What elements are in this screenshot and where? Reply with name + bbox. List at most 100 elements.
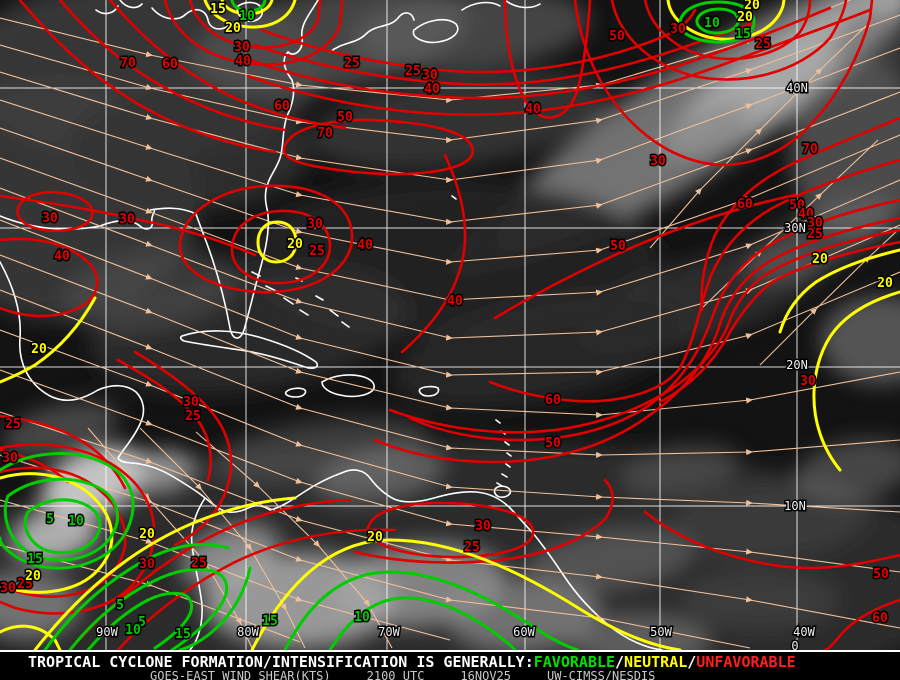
- shear-contour: [0, 466, 127, 598]
- shear-value-label: 20: [744, 0, 760, 13]
- shear-contour-layer: [0, 0, 900, 652]
- shear-contour: [0, 237, 99, 318]
- shear-contour: [610, 0, 848, 81]
- coastline: [461, 1, 501, 11]
- shear-contour: [133, 350, 233, 547]
- shear-contour: [328, 596, 517, 652]
- shear-contour: [778, 248, 900, 334]
- shear-value-label: 15: [262, 614, 278, 629]
- shear-contour: [256, 220, 298, 264]
- shear-contour: [188, 0, 322, 49]
- shear-value-label: 30: [475, 519, 491, 534]
- geo-coordinate-label: 0: [791, 639, 798, 652]
- product-footer: GOES-EAST WIND SHEAR(KTS) 2100 UTC 16NOV…: [150, 669, 655, 680]
- shear-contour: [573, 0, 874, 167]
- shear-value-label: 15: [735, 27, 751, 42]
- banner-favorable: FAVORABLE: [533, 653, 616, 671]
- shear-value-label: 60: [737, 197, 753, 212]
- coastline: [151, 7, 231, 30]
- shear-value-label: 20: [25, 569, 41, 584]
- shear-contour: [58, 0, 287, 132]
- cloud-patch: [680, 570, 840, 630]
- shear-value-label: 50: [610, 239, 626, 254]
- shear-contour: [3, 477, 119, 562]
- shear-value-label: 30: [2, 451, 18, 466]
- shear-value-label: 30: [670, 22, 686, 37]
- shear-value-label: 15: [175, 627, 191, 642]
- geo-coordinate-label: 60W: [513, 625, 535, 639]
- geo-coordinate-label: 80W: [237, 625, 259, 639]
- streamline-layer: [0, 0, 900, 649]
- banner-prefix: TROPICAL CYCLONE FORMATION/INTENSIFICATI…: [28, 653, 534, 671]
- shear-value-label: 10: [239, 9, 255, 24]
- shear-contour: [700, 116, 900, 312]
- shear-value-label: 10: [68, 514, 84, 529]
- shear-value-label: 70: [802, 142, 818, 157]
- shear-contour: [493, 193, 797, 320]
- shear-value-label: 50: [789, 198, 805, 213]
- shear-value-label: 30: [307, 217, 323, 232]
- shear-value-label: 40: [525, 102, 541, 117]
- shear-contour: [643, 510, 900, 570]
- shear-value-label: 40: [447, 294, 463, 309]
- shear-contour: [0, 296, 97, 384]
- shear-value-label: 30: [119, 212, 135, 227]
- shear-value-label: 30: [650, 154, 666, 169]
- shear-value-label: 60: [872, 611, 888, 626]
- shear-value-label: 25: [17, 577, 33, 592]
- shear-contour: [230, 209, 332, 285]
- shear-contour: [408, 198, 900, 442]
- cloud-patch: [795, 438, 900, 502]
- product-time: 2100 UTC: [366, 669, 425, 680]
- shear-value-label: 25: [309, 244, 325, 259]
- shear-value-label: 50: [545, 436, 561, 451]
- shear-value-label: 5: [138, 615, 146, 630]
- shear-contour: [116, 528, 397, 652]
- shear-contour: [23, 498, 102, 555]
- shear-contour: [86, 591, 194, 652]
- shear-value-label: 25: [344, 56, 360, 71]
- shear-value-label: 30: [234, 40, 250, 55]
- shear-contour: [43, 543, 230, 652]
- shear-value-label: 20: [877, 276, 893, 291]
- cloud-patch: [42, 446, 148, 514]
- shear-value-label: 30: [42, 211, 58, 226]
- shear-contour: [282, 118, 474, 176]
- shear-contour: [695, 7, 740, 35]
- shear-value-label: 30: [183, 395, 199, 410]
- cloud-patch: [835, 10, 900, 90]
- shear-contour: [643, 0, 812, 61]
- shear-value-label: 25: [185, 409, 201, 424]
- shear-value-label: 20: [139, 527, 155, 542]
- shear-value-label: 25: [755, 37, 771, 52]
- wind-streamline: [759, 229, 899, 366]
- shear-contour: [248, 6, 832, 100]
- shear-contour: [488, 158, 900, 403]
- shear-contour: [68, 567, 229, 652]
- banner-sep2: /: [687, 653, 697, 671]
- shear-value-label: 15: [210, 2, 226, 17]
- satellite-map: 70 60 30 40 25 25 30 40 50 30 25 60 50 70 40 30 50 30 30 40…: [0, 0, 900, 652]
- shear-contour: [388, 228, 900, 434]
- status-banner: TROPICAL CYCLONE FORMATION/INTENSIFICATI…: [0, 650, 900, 680]
- shear-contour: [666, 0, 786, 41]
- geo-coordinate-label: 70W: [378, 625, 400, 639]
- shear-contour: [116, 358, 212, 482]
- shear-value-label: 25: [807, 227, 823, 242]
- geo-coordinate-label: 30N: [784, 221, 806, 235]
- shear-value-label: 40: [798, 207, 814, 222]
- shear-contour: [108, 0, 347, 130]
- banner-neutral: NEUTRAL: [624, 653, 688, 671]
- geo-coordinate-label: 50W: [650, 625, 672, 639]
- shear-value-label: 15: [27, 552, 43, 567]
- shear-contour: [178, 566, 252, 652]
- shear-contour: [250, 538, 682, 652]
- shear-contour: [230, 0, 267, 13]
- geo-coordinate-label: 40N: [786, 81, 808, 95]
- shear-value-label: 30: [422, 68, 438, 83]
- shear-contour: [16, 190, 94, 233]
- shear-contour: [0, 452, 135, 570]
- wind-streamline: [139, 427, 306, 649]
- shear-value-label: 60: [162, 57, 178, 72]
